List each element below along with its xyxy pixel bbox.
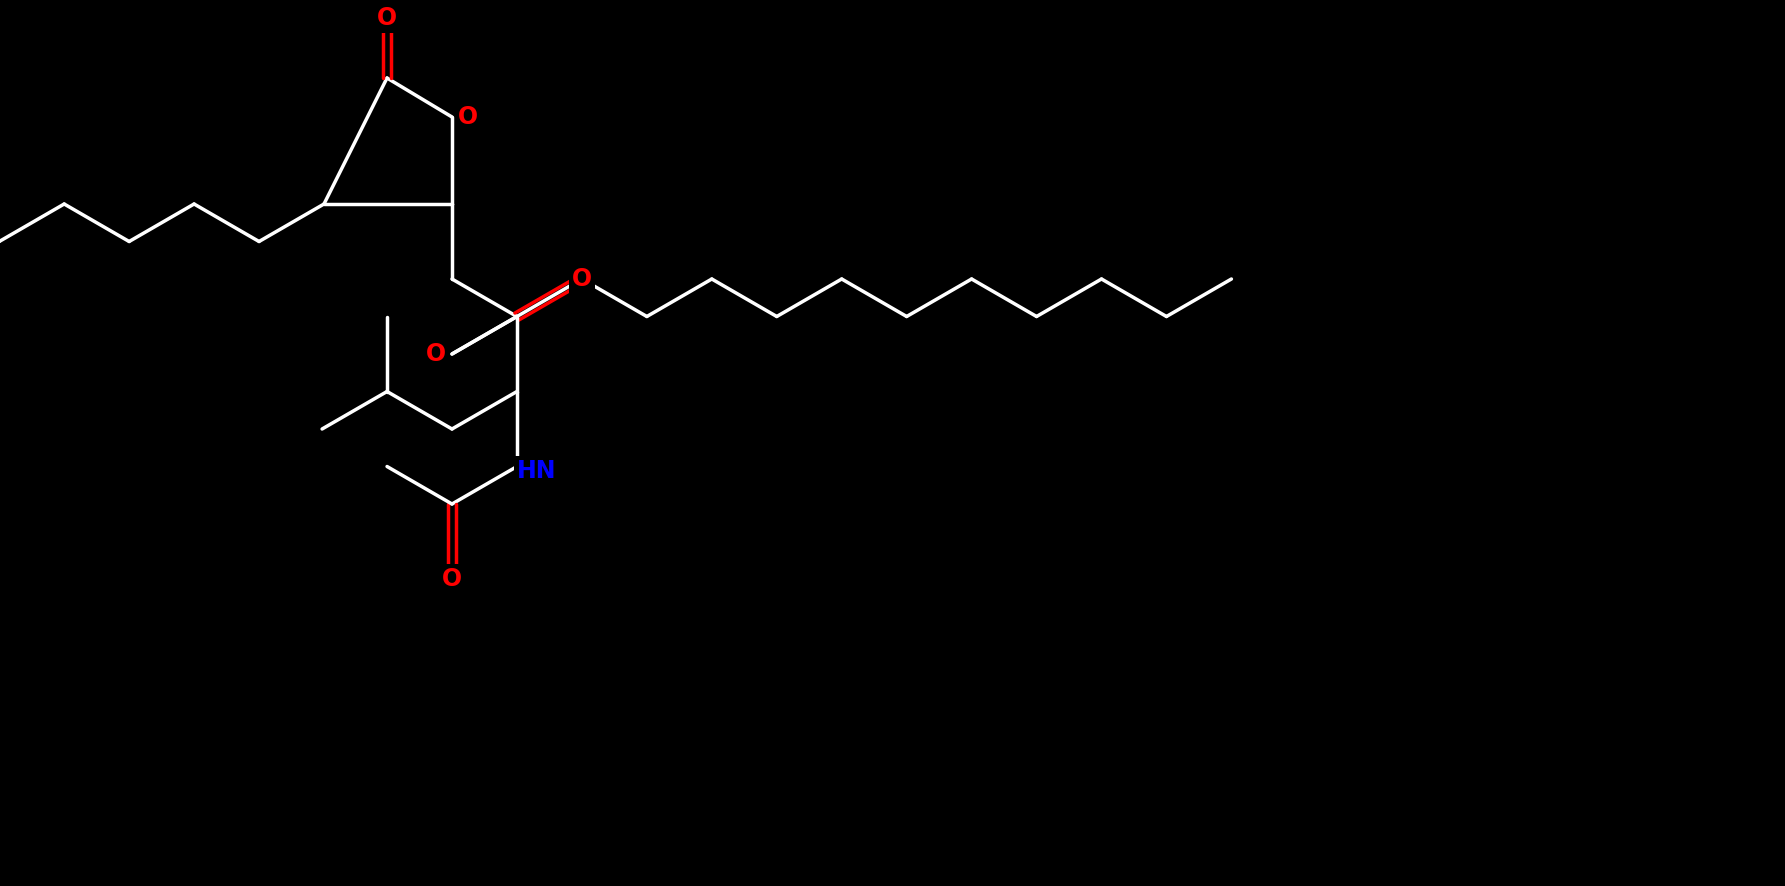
Text: O: O	[459, 105, 478, 129]
Text: O: O	[571, 267, 593, 291]
Text: O: O	[443, 567, 462, 591]
Text: O: O	[427, 342, 446, 366]
Text: HN: HN	[518, 458, 557, 483]
Text: O: O	[377, 6, 396, 30]
